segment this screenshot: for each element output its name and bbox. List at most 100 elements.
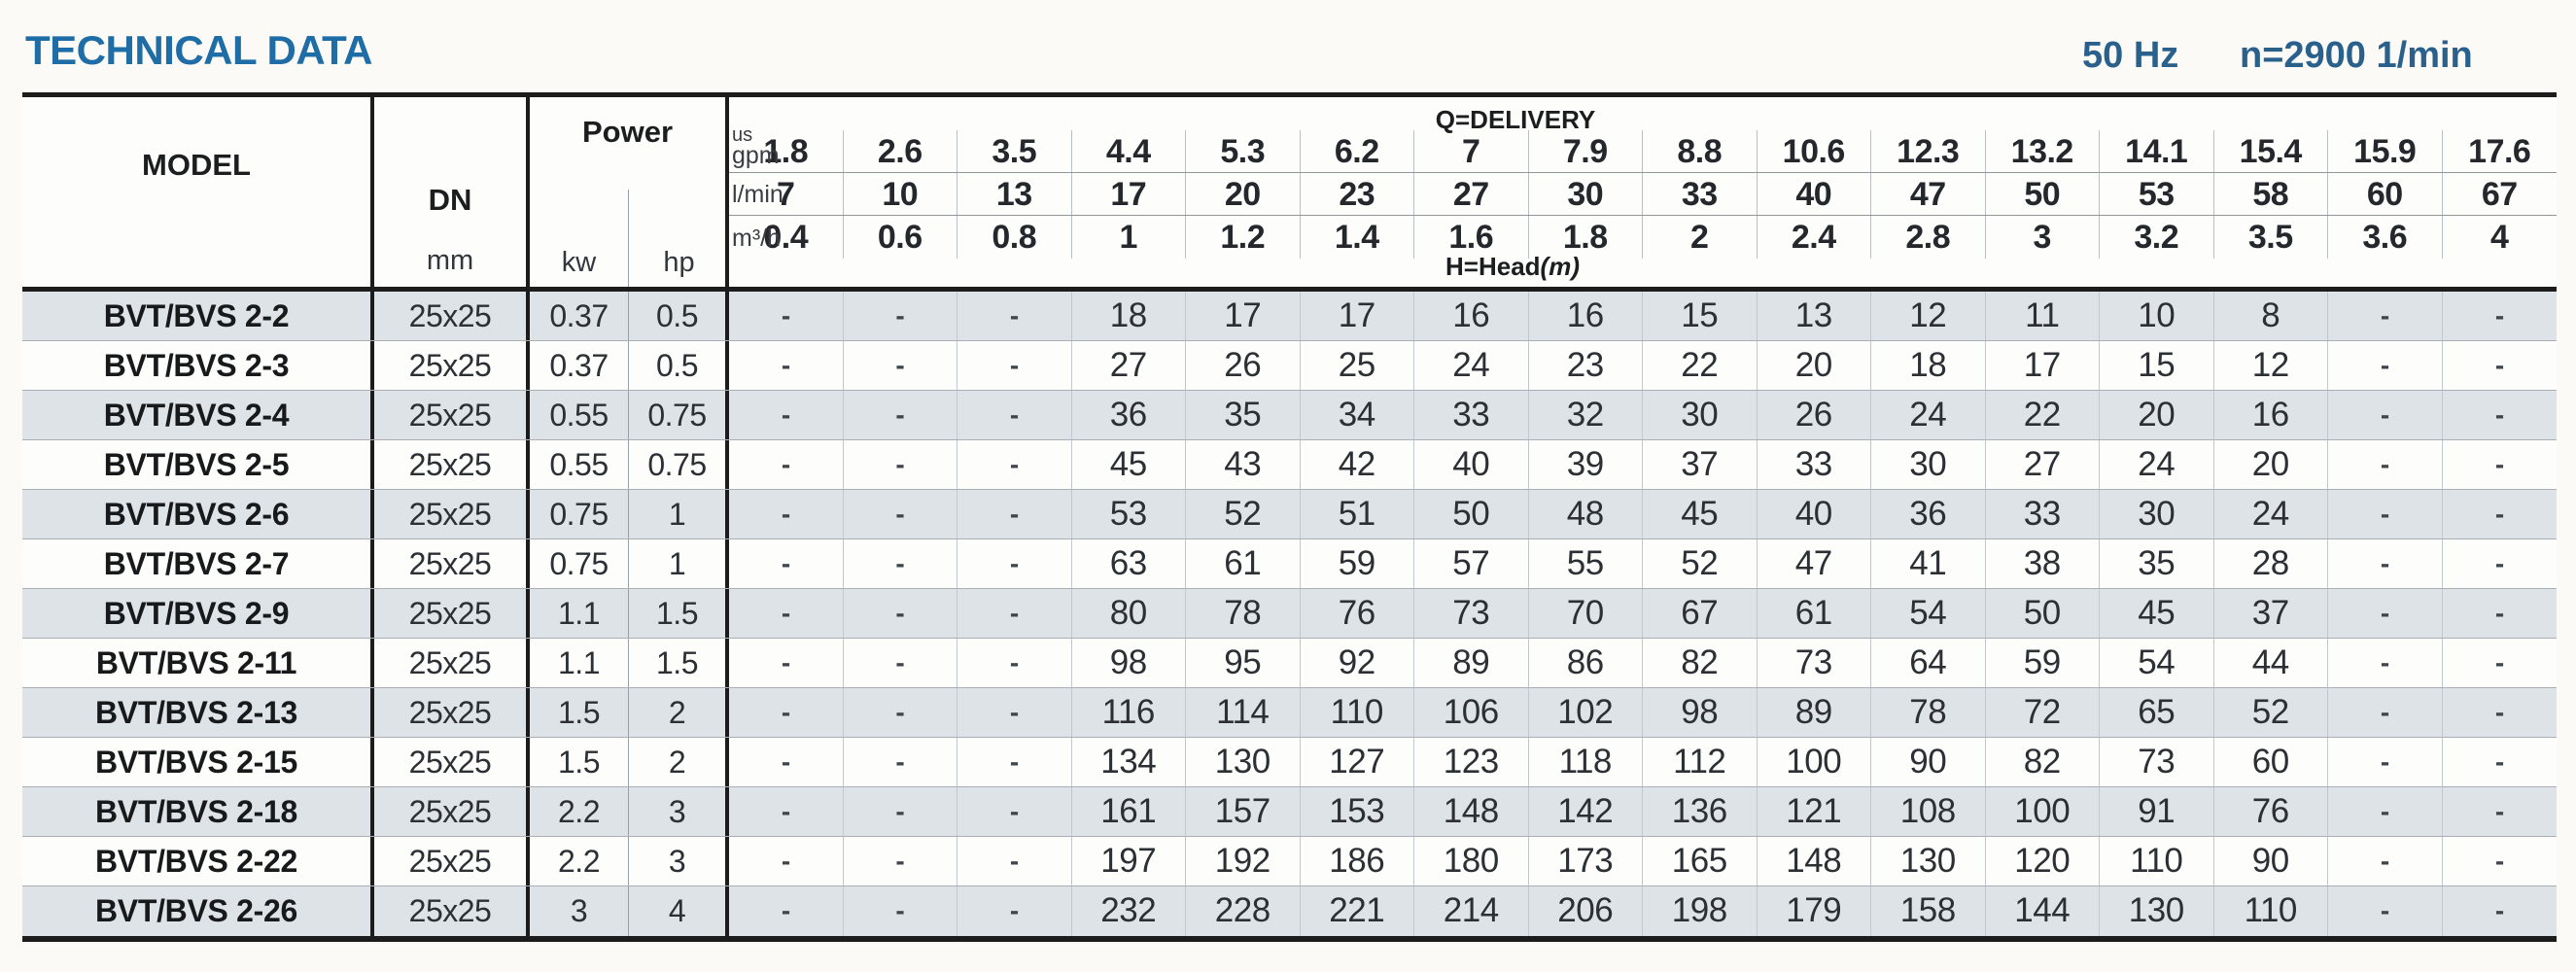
head-value-cell: 17 [1301, 292, 1414, 340]
head-value-cell: 30 [2100, 490, 2214, 538]
table-header-row: MODEL DN mm Power kw hp Q=DELIVERY us gpm… [22, 97, 2557, 292]
head-value-cell: 232 [1072, 886, 1186, 936]
head-value-cell: 82 [1986, 738, 2100, 786]
power-header: Power kw hp [530, 97, 729, 287]
head-value-cell: - [2494, 647, 2504, 677]
model-cell: BVT/BVS 2-2 [22, 292, 374, 340]
model-cell: BVT/BVS 2-6 [22, 490, 374, 538]
head-value-cell: 123 [1414, 738, 1529, 786]
hp-cell: 1 [629, 539, 729, 588]
head-value-cell: 134 [1072, 738, 1186, 786]
head-value-cell: 18 [1871, 341, 1986, 390]
delivery-unit-value: 40 [1758, 173, 1871, 215]
head-value-cell: 112 [1643, 738, 1758, 786]
delivery-unit-value: 1.6 [1414, 216, 1529, 259]
head-value-cell: 127 [1301, 738, 1414, 786]
delivery-unit-value: 50 [1986, 173, 2100, 215]
delivery-unit-value: 1.4 [1301, 216, 1414, 259]
delivery-unit-value: 15.9 [2328, 130, 2443, 172]
head-value-cell: 89 [1414, 639, 1529, 687]
delivery-unit-value: 3.5 [2214, 216, 2328, 259]
kw-cell: 0.55 [530, 391, 629, 439]
delivery-unit-value: 0.4 [729, 216, 844, 259]
head-value-cell: 35 [2100, 539, 2214, 588]
model-cell: BVT/BVS 2-13 [22, 688, 374, 737]
dn-cell: 25x25 [374, 391, 530, 439]
head-value-cell: - [2494, 449, 2504, 479]
head-value-cell: - [729, 391, 844, 439]
hp-cell: 0.5 [629, 292, 729, 340]
delivery-unit-value: 2 [1643, 216, 1758, 259]
head-value-cell: 11 [1986, 292, 2100, 340]
delivery-gpm-row: us gpm 1.8 2.6 3.5 4.4 5.3 6.2 7 7.9 8.8 10.6 12.3 1… [729, 125, 2557, 173]
kw-cell: 3 [530, 886, 629, 936]
head-value-cell: 198 [1643, 886, 1758, 936]
head-value-cell: 24 [2100, 440, 2214, 489]
head-value-cell: 148 [1414, 787, 1529, 836]
dn-cell: 25x25 [374, 787, 530, 836]
delivery-unit-value: 60 [2328, 173, 2443, 215]
head-value-cell: 22 [1986, 391, 2100, 439]
head-value-cell: 82 [1643, 639, 1758, 687]
delivery-unit-value: 10.6 [1758, 130, 1871, 172]
head-value-cell: - [957, 440, 1072, 489]
head-value-cell: - [2328, 341, 2443, 390]
speed-label: n=2900 1/min [2240, 35, 2473, 76]
head-value-cell: - [729, 292, 844, 340]
head-value-cell: 45 [2100, 589, 2214, 638]
head-value-cell: 37 [2214, 589, 2328, 638]
head-value-cell: 17 [1986, 341, 2100, 390]
delivery-unit-value: 2.4 [1758, 216, 1871, 259]
head-value-cell: 130 [2100, 886, 2214, 936]
head-value-cell: - [844, 589, 957, 638]
head-value-cell: - [2328, 391, 2443, 439]
head-value-cell: 50 [1414, 490, 1529, 538]
head-value-cell: 37 [1643, 440, 1758, 489]
head-value-cell: - [844, 738, 957, 786]
head-value-cell: 15 [2100, 341, 2214, 390]
head-value-cell: 20 [2214, 440, 2328, 489]
head-value-cell: 15 [1643, 292, 1758, 340]
hp-cell: 1.5 [629, 589, 729, 638]
hp-unit-label: hp [663, 247, 695, 278]
delivery-unit-value: 4.4 [1072, 130, 1186, 172]
table-body: BVT/BVS 2-2 25x25 0.37 0.5- - -18 17 17 16 16 15 13… [22, 292, 2557, 936]
head-value-cell: 36 [1871, 490, 1986, 538]
m3h-unit-label: m³/h [732, 225, 781, 252]
kw-unit-label: kw [561, 247, 597, 278]
head-value-cell: 180 [1414, 837, 1529, 885]
delivery-unit-value: 27 [1414, 173, 1529, 215]
lmin-unit-label: l/min [732, 181, 783, 208]
head-value-cell: - [2328, 738, 2443, 786]
head-value-cell: 110 [1301, 688, 1414, 737]
head-value-cell: 144 [1986, 886, 2100, 936]
model-header: MODEL [22, 97, 374, 287]
head-value-cell: - [729, 837, 844, 885]
head-value-cell: 65 [2100, 688, 2214, 737]
dn-unit-label: mm [426, 245, 474, 276]
head-value-cell: 72 [1986, 688, 2100, 737]
head-value-cell: 100 [1986, 787, 2100, 836]
hp-cell: 1 [629, 490, 729, 538]
delivery-unit-value: 6.2 [1301, 130, 1414, 172]
hp-cell: 2 [629, 688, 729, 737]
head-value-cell: - [957, 738, 1072, 786]
head-value-cell: 20 [1758, 341, 1871, 390]
head-value-cell: 45 [1643, 490, 1758, 538]
hp-cell: 3 [629, 787, 729, 836]
delivery-unit-value: 2.6 [844, 130, 957, 172]
head-value-cell: - [729, 886, 844, 936]
table-row: BVT/BVS 2-6 25x25 0.75 1- - -53 52 51 50 48 45 40 36… [22, 490, 2557, 539]
head-value-cell: 27 [1072, 341, 1186, 390]
head-value-cell: - [844, 639, 957, 687]
head-value-cell: - [957, 639, 1072, 687]
head-value-cell: 12 [2214, 341, 2328, 390]
head-value-cell: - [844, 490, 957, 538]
delivery-unit-value: 1 [1072, 216, 1186, 259]
head-value-cell: - [957, 787, 1072, 836]
head-value-cell: - [2494, 895, 2504, 925]
head-value-cell: 51 [1301, 490, 1414, 538]
head-value-cell: - [2494, 598, 2504, 628]
table-row: BVT/BVS 2-26 25x25 3 4- - -232 228 221 214 206 198… [22, 886, 2557, 936]
head-value-cell: 64 [1871, 639, 1986, 687]
